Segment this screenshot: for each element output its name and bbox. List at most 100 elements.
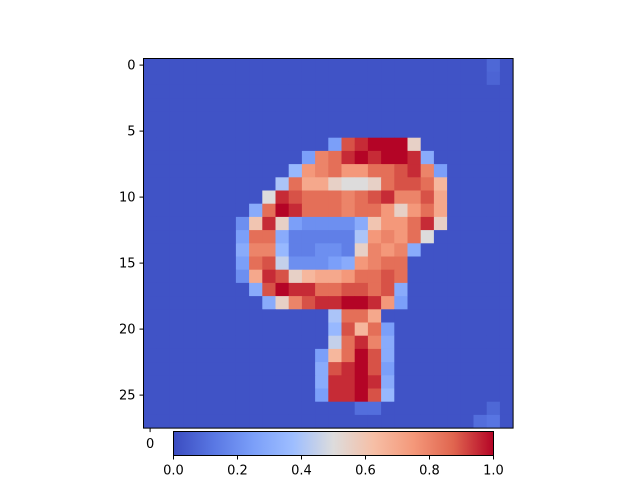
heatmap-cell bbox=[394, 71, 408, 86]
heatmap-cell bbox=[328, 111, 342, 125]
heatmap-cell bbox=[288, 322, 303, 337]
heatmap-cell bbox=[262, 348, 276, 363]
heatmap-cell bbox=[433, 164, 448, 178]
heatmap-cell bbox=[275, 190, 290, 205]
heatmap-cell bbox=[328, 388, 342, 403]
heatmap-cell bbox=[433, 177, 448, 191]
heatmap-cell bbox=[394, 150, 408, 165]
heatmap-cell bbox=[499, 322, 514, 337]
heatmap-cell bbox=[183, 216, 197, 231]
heatmap-cell bbox=[275, 111, 290, 125]
heatmap-cell bbox=[420, 348, 435, 363]
heatmap-cell bbox=[156, 84, 171, 99]
heatmap-cell bbox=[473, 243, 488, 257]
heatmap-cell bbox=[328, 84, 342, 99]
heatmap-cell bbox=[209, 388, 224, 403]
heatmap-cell bbox=[222, 269, 237, 284]
heatmap-cell bbox=[183, 401, 197, 416]
heatmap-cell bbox=[315, 98, 329, 112]
heatmap-cell bbox=[460, 84, 474, 99]
heatmap-cell bbox=[222, 322, 237, 337]
heatmap-cell bbox=[447, 203, 461, 218]
heatmap-cell bbox=[143, 98, 158, 112]
heatmap-cell bbox=[341, 269, 356, 284]
heatmap-cell bbox=[486, 177, 501, 191]
heatmap-cell bbox=[328, 177, 342, 191]
heatmap-cell bbox=[143, 190, 158, 205]
heatmap-cell bbox=[394, 177, 408, 191]
heatmap-cell bbox=[169, 296, 184, 310]
heatmap-cell bbox=[381, 362, 395, 376]
heatmap-cell bbox=[209, 124, 224, 139]
heatmap-cell bbox=[288, 362, 303, 376]
heatmap-cell bbox=[209, 164, 224, 178]
heatmap-cell bbox=[183, 309, 197, 323]
heatmap-cell bbox=[235, 335, 250, 350]
heatmap-cell bbox=[341, 98, 356, 112]
heatmap-cell bbox=[196, 414, 210, 429]
heatmap-cell bbox=[354, 348, 369, 363]
heatmap-cell bbox=[209, 362, 224, 376]
heatmap-cell bbox=[460, 348, 474, 363]
heatmap-cell bbox=[275, 309, 290, 323]
heatmap-cell bbox=[301, 58, 316, 73]
heatmap-cell bbox=[183, 177, 197, 191]
heatmap-cell bbox=[460, 58, 474, 73]
heatmap-cell bbox=[169, 177, 184, 191]
heatmap-cell bbox=[381, 71, 395, 86]
heatmap-cell bbox=[460, 322, 474, 337]
heatmap-cell bbox=[394, 269, 408, 284]
heatmap-cell bbox=[328, 243, 342, 257]
heatmap-cell bbox=[183, 71, 197, 86]
heatmap-cell bbox=[486, 203, 501, 218]
heatmap-cell bbox=[499, 58, 514, 73]
heatmap-cell bbox=[169, 388, 184, 403]
heatmap-cell bbox=[143, 375, 158, 389]
heatmap-cell bbox=[381, 375, 395, 389]
heatmap-cell bbox=[183, 137, 197, 152]
heatmap-cell bbox=[473, 111, 488, 125]
heatmap-cell bbox=[341, 164, 356, 178]
heatmap-cell bbox=[275, 137, 290, 152]
heatmap-cell bbox=[433, 256, 448, 271]
heatmap-cell bbox=[328, 375, 342, 389]
heatmap-cell bbox=[262, 190, 276, 205]
heatmap-cell bbox=[447, 243, 461, 257]
heatmap-cell bbox=[143, 164, 158, 178]
heatmap-cell bbox=[420, 216, 435, 231]
heatmap-cell bbox=[143, 348, 158, 363]
heatmap-cell bbox=[235, 256, 250, 271]
heatmap-cell bbox=[288, 309, 303, 323]
colorbar: 0.0 0.2 0.4 0.6 0.8 1.0 bbox=[163, 431, 504, 479]
heatmap-cell bbox=[222, 124, 237, 139]
heatmap-cell bbox=[143, 296, 158, 310]
heatmap-cell bbox=[262, 124, 276, 139]
heatmap-cell bbox=[420, 375, 435, 389]
heatmap-cell bbox=[367, 203, 382, 218]
heatmap-cell bbox=[486, 58, 501, 73]
heatmap-cell bbox=[473, 216, 488, 231]
heatmap-cell bbox=[341, 362, 356, 376]
heatmap-cell bbox=[460, 414, 474, 429]
heatmap-cell bbox=[341, 216, 356, 231]
heatmap-cell bbox=[486, 71, 501, 86]
heatmap-cell bbox=[460, 111, 474, 125]
heatmap-cell bbox=[196, 296, 210, 310]
heatmap-cell bbox=[447, 137, 461, 152]
heatmap-cell bbox=[301, 177, 316, 191]
heatmap-cell bbox=[315, 58, 329, 73]
heatmap-cell bbox=[328, 190, 342, 205]
heatmap-cell bbox=[328, 256, 342, 271]
heatmap-cell bbox=[288, 243, 303, 257]
heatmap-cell bbox=[143, 124, 158, 139]
heatmap-cell bbox=[209, 111, 224, 125]
heatmap-cell bbox=[460, 282, 474, 297]
heatmap-cell bbox=[183, 282, 197, 297]
heatmap-cell bbox=[156, 282, 171, 297]
heatmap-cell bbox=[262, 84, 276, 99]
heatmap-cell bbox=[381, 296, 395, 310]
heatmap-cell bbox=[486, 150, 501, 165]
heatmap-cell bbox=[473, 84, 488, 99]
heatmap-cell bbox=[447, 414, 461, 429]
heatmap-cell bbox=[196, 84, 210, 99]
